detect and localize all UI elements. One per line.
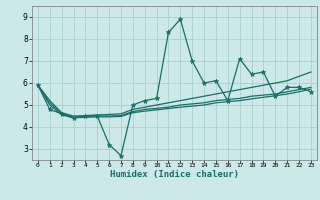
X-axis label: Humidex (Indice chaleur): Humidex (Indice chaleur)	[110, 170, 239, 179]
